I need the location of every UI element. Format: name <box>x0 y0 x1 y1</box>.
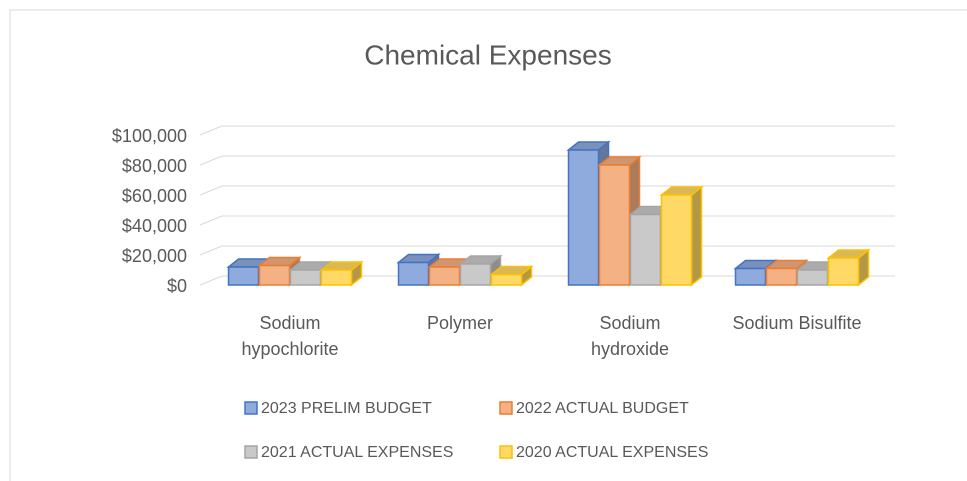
legend-label: 2021 ACTUAL EXPENSES <box>261 444 453 461</box>
legend-swatch <box>244 401 258 415</box>
chart-border <box>9 9 967 481</box>
y-tick-label: $100,000 <box>112 126 187 146</box>
bar <box>490 273 523 286</box>
chart-title: Chemical Expenses <box>364 39 611 70</box>
bar <box>428 266 461 286</box>
bar <box>258 264 291 286</box>
y-tick-label: $80,000 <box>122 156 187 176</box>
bar <box>598 164 631 286</box>
bar <box>734 267 767 286</box>
grid-line <box>199 215 895 226</box>
legend-label: 2023 PRELIM BUDGET <box>261 400 432 417</box>
x-tick-label: Sodium hydroxide <box>590 313 670 359</box>
x-tick-label: Sodium Bisulfite <box>732 313 862 333</box>
bar <box>397 261 430 286</box>
bar <box>567 149 600 286</box>
bar <box>765 267 798 286</box>
bar <box>629 213 662 286</box>
legend-swatch <box>499 445 513 459</box>
bar <box>227 266 260 286</box>
legend-label: 2020 ACTUAL EXPENSES <box>516 444 708 461</box>
bar-side <box>690 185 703 287</box>
y-tick-label: $40,000 <box>122 216 187 236</box>
grid-line <box>199 245 895 256</box>
bar <box>320 269 353 286</box>
bar <box>459 263 492 286</box>
y-tick-label: $0 <box>167 276 187 296</box>
y-tick-label: $20,000 <box>122 246 187 266</box>
legend-label: 2022 ACTUAL BUDGET <box>516 400 689 417</box>
legend-swatch <box>244 445 258 459</box>
grid-line <box>199 185 895 196</box>
bar <box>660 194 693 286</box>
legend-swatch <box>499 401 513 415</box>
bar <box>796 269 829 286</box>
x-tick-label: Sodium hypochlorite <box>241 313 339 359</box>
bar <box>827 257 860 286</box>
grid-line <box>199 125 895 136</box>
grid-line <box>199 155 895 166</box>
bar <box>289 269 322 286</box>
y-tick-label: $60,000 <box>122 186 187 206</box>
x-tick-label: Polymer <box>426 313 493 333</box>
